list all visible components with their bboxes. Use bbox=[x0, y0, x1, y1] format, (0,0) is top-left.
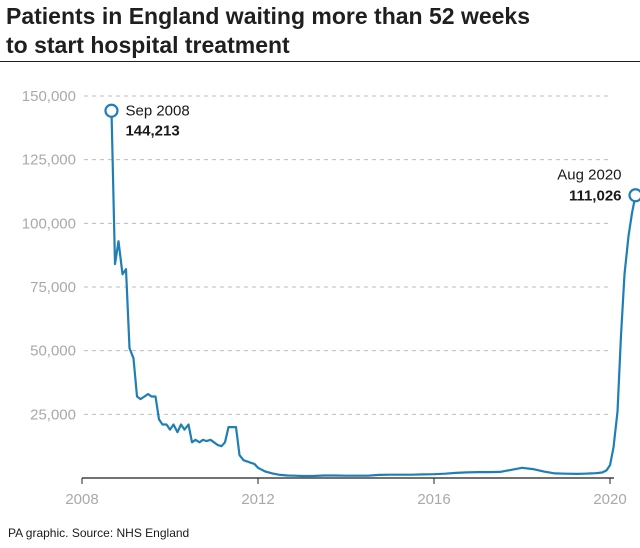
end-point-marker bbox=[628, 188, 640, 203]
x-tick-label: 2012 bbox=[241, 491, 274, 508]
chart-title-line-1: Patients in England waiting more than 52… bbox=[6, 3, 531, 29]
line-chart: 25,000 50,000 75,000 100,000 125,000 150,000 2… bbox=[22, 88, 640, 508]
end-date-label: Aug 2020 bbox=[557, 166, 621, 183]
start-point-marker bbox=[104, 103, 119, 118]
y-tick-label: 125,000 bbox=[22, 152, 76, 169]
start-value-label: 144,213 bbox=[125, 123, 179, 140]
series-line bbox=[110, 109, 637, 478]
series bbox=[110, 109, 637, 478]
end-value-label: 111,026 bbox=[569, 187, 622, 204]
chart-title-line-2: to start hospital treatment bbox=[6, 32, 290, 58]
x-tick-label: 2020 bbox=[593, 491, 626, 508]
axes: 25,000 50,000 75,000 100,000 125,000 150,000 2… bbox=[22, 88, 627, 508]
y-tick-label: 50,000 bbox=[30, 343, 76, 360]
x-tick-label: 2008 bbox=[65, 491, 98, 508]
y-tick-label: 25,000 bbox=[30, 406, 76, 423]
title-divider bbox=[0, 61, 640, 62]
start-date-label: Sep 2008 bbox=[125, 103, 189, 120]
y-tick-label: 75,000 bbox=[30, 279, 76, 296]
source-note: PA graphic. Source: NHS England bbox=[8, 526, 190, 540]
y-tick-label: 150,000 bbox=[22, 88, 76, 105]
annotations: Sep 2008 144,213 Aug 2020 111,026 bbox=[104, 103, 640, 204]
x-tick-label: 2016 bbox=[417, 491, 450, 508]
y-tick-label: 100,000 bbox=[22, 215, 76, 232]
chart-title: Patients in England waiting more than 52… bbox=[6, 2, 634, 60]
gridlines bbox=[84, 95, 610, 415]
